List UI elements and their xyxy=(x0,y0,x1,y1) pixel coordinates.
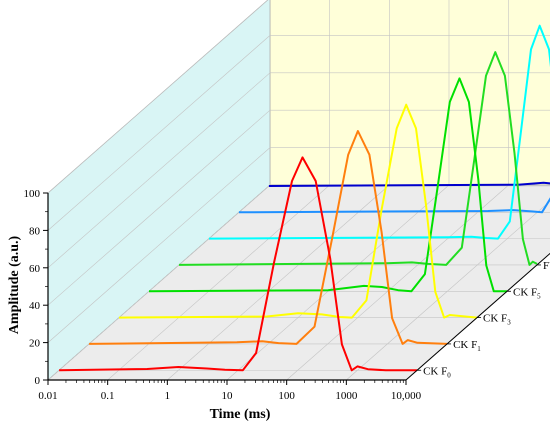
x-tick-label: 1 xyxy=(165,390,171,402)
series-line xyxy=(148,77,507,293)
floor-grid-line xyxy=(167,184,390,381)
series-label-subscript: 3 xyxy=(507,319,511,327)
y-axis-title: Amplitude (a.u.) xyxy=(7,235,22,334)
series-label-subscript: 1 xyxy=(477,345,481,353)
x-tick-label: 10,000 xyxy=(391,390,422,402)
side-grid-line xyxy=(47,184,271,381)
series-line xyxy=(238,197,550,214)
series-line xyxy=(178,51,538,266)
floor-grid-line xyxy=(346,200,550,381)
x-axis-title: Time (ms) xyxy=(210,407,271,422)
x-tick-label: 0.01 xyxy=(38,390,57,402)
side-grid-line xyxy=(47,0,269,194)
x-tick-label: 100 xyxy=(278,390,295,402)
side-grid-line xyxy=(47,147,271,343)
y-tick-label: 20 xyxy=(29,338,41,350)
depth-axis-line xyxy=(405,252,550,381)
y-tick-label: 100 xyxy=(24,188,41,200)
y-tick-label: 80 xyxy=(29,225,41,237)
series-label: CK F3 xyxy=(483,313,511,327)
y-tick-label: 60 xyxy=(29,263,41,275)
series-label: CK F5 xyxy=(513,286,541,300)
y-tick-label: 40 xyxy=(29,300,41,312)
series-line xyxy=(268,181,550,187)
floor-grid-line xyxy=(226,184,450,381)
chart-frame xyxy=(47,0,550,381)
series-line xyxy=(118,103,478,319)
y-tick-label: 0 xyxy=(35,375,41,387)
side-grid-line xyxy=(47,109,271,306)
x-tick-label: 0.1 xyxy=(101,390,115,402)
floor-grid-line xyxy=(286,184,509,381)
series-line xyxy=(89,130,448,345)
side-grid-line xyxy=(47,35,271,231)
series-label: FVP F0 xyxy=(543,260,550,274)
series-label: CK F0 xyxy=(423,365,451,379)
x-tick-label: 10 xyxy=(222,390,234,402)
series-label-subscript: 5 xyxy=(537,292,541,300)
floor-grid-line xyxy=(107,184,330,381)
back-wall xyxy=(269,0,550,186)
series-label-subscript: 0 xyxy=(447,371,451,379)
x-tick-label: 1000 xyxy=(335,390,358,402)
series-label: CK F1 xyxy=(453,339,481,353)
series-group xyxy=(59,24,550,372)
side-grid-line xyxy=(47,72,271,269)
series-line xyxy=(59,156,418,372)
series-line xyxy=(208,24,550,240)
